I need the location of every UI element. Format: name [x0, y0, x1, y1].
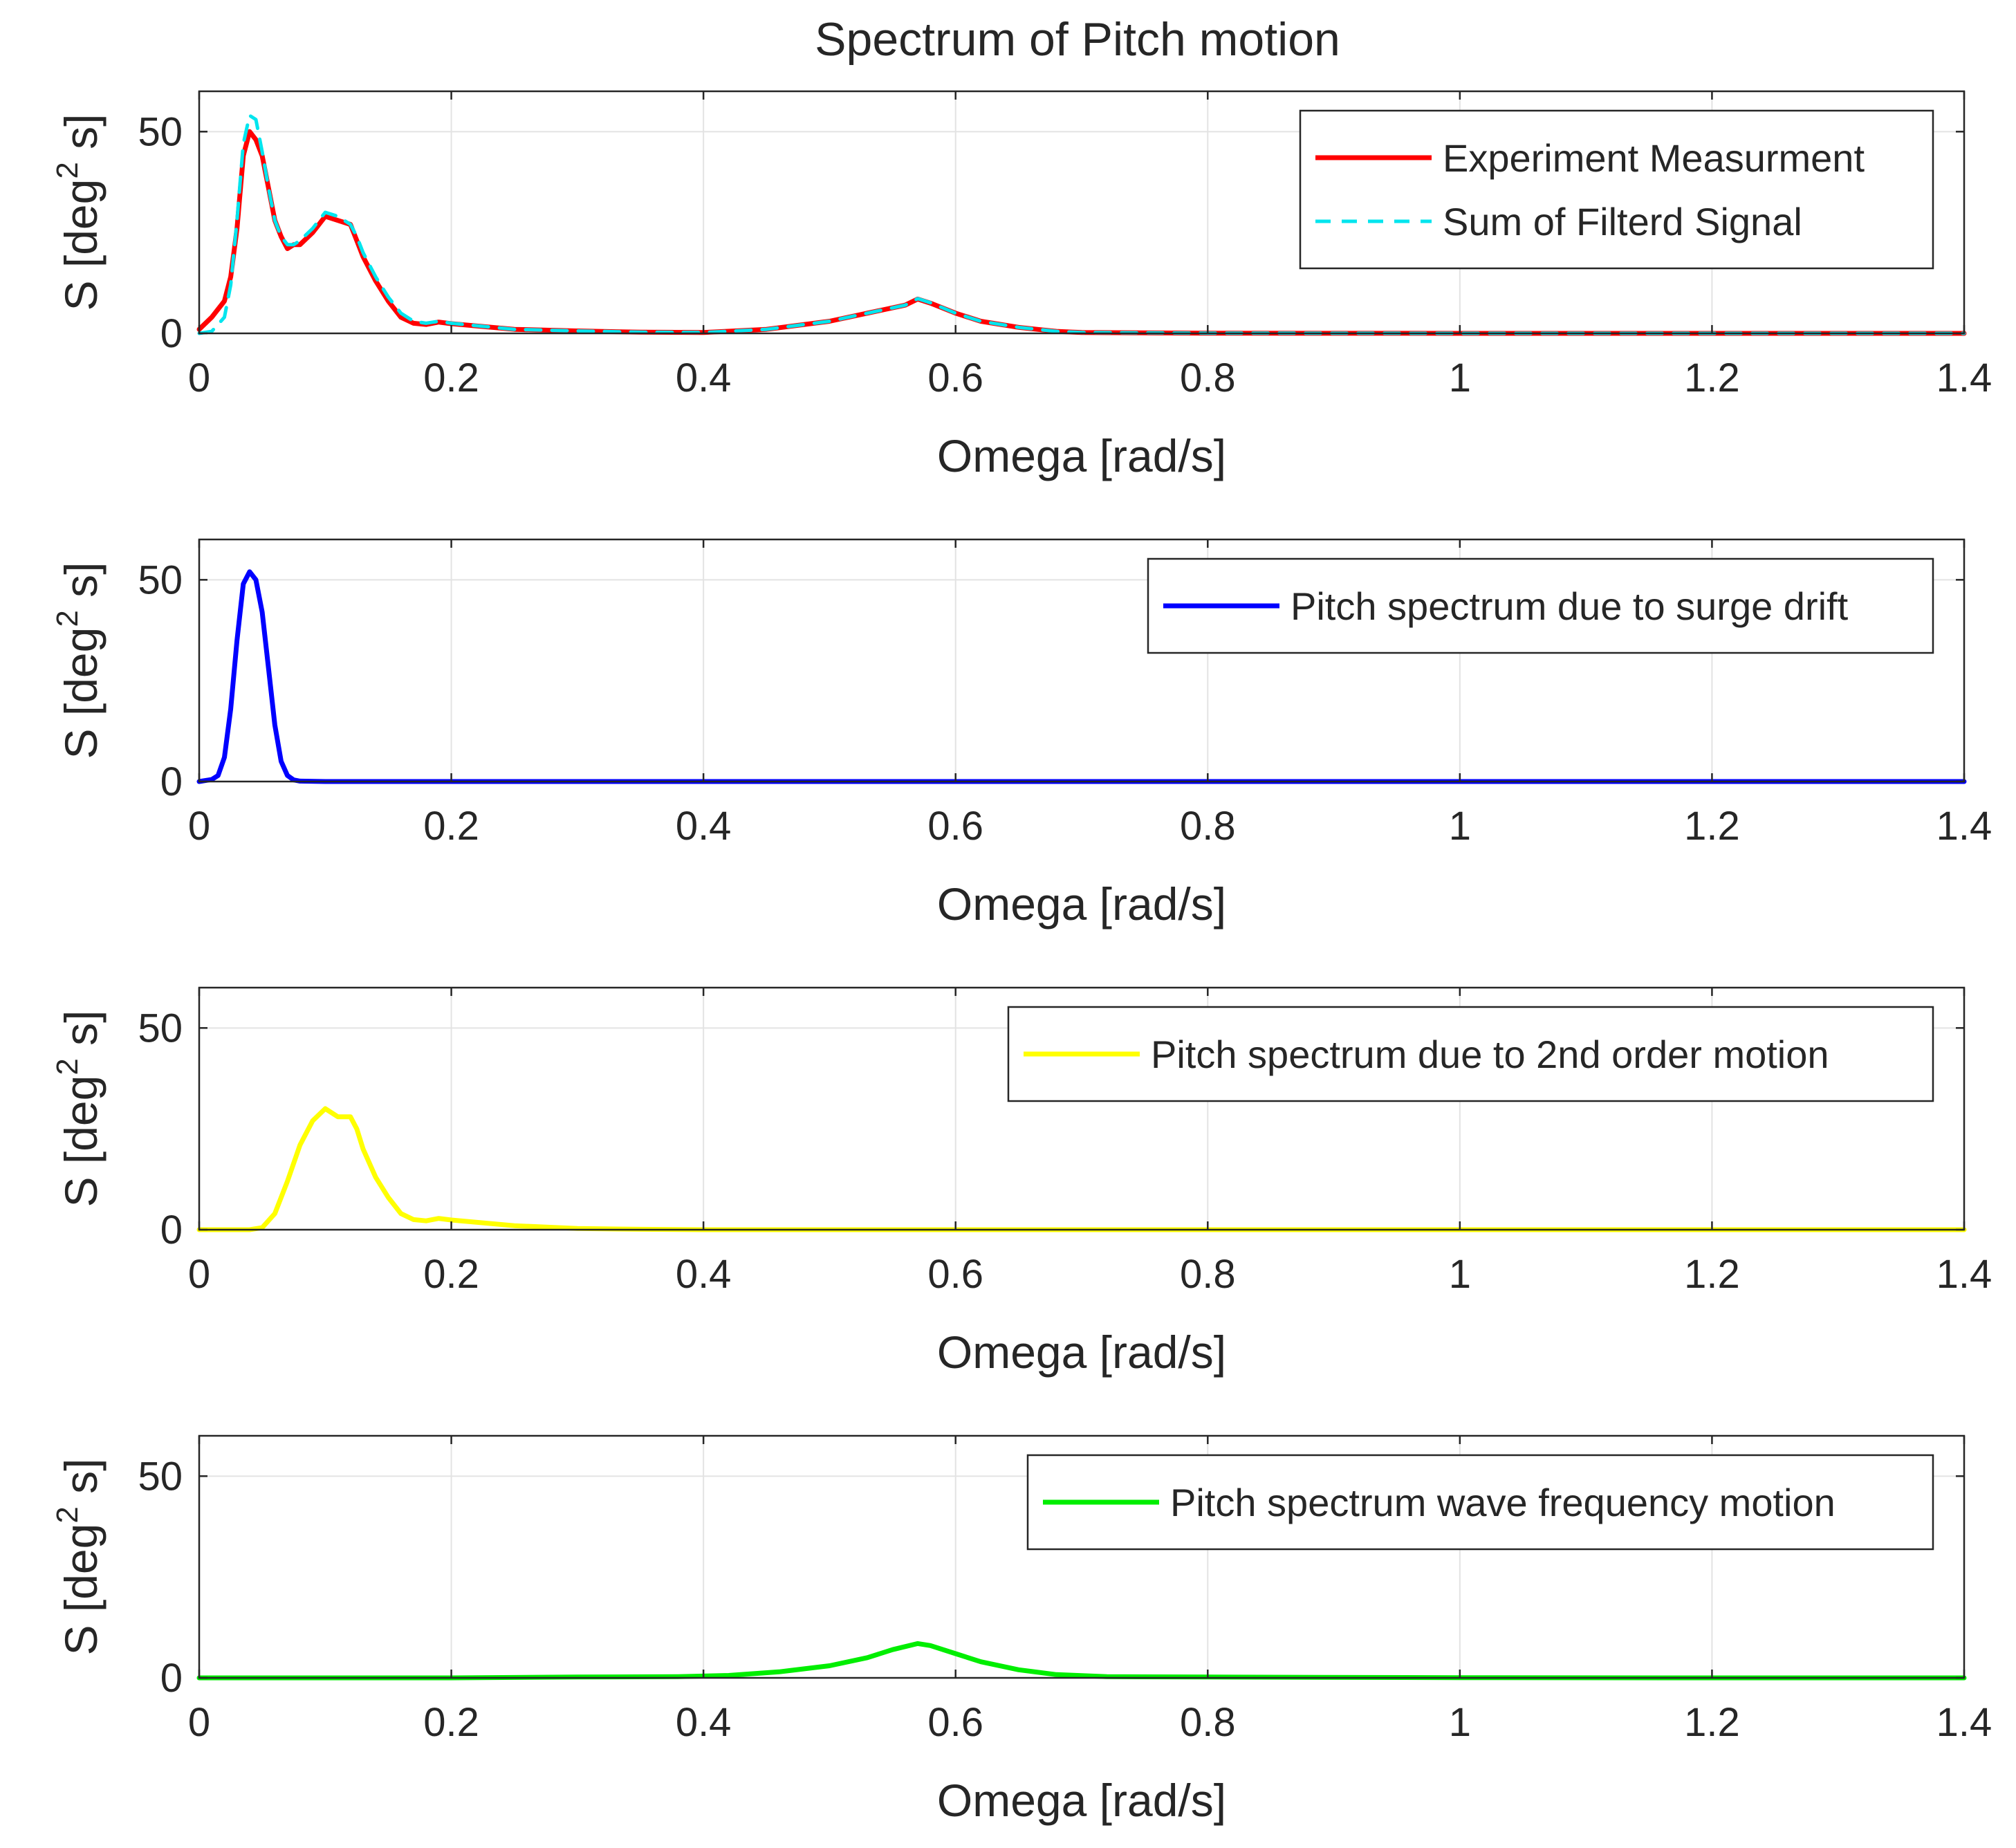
axes-box — [198, 538, 1966, 783]
x-tick-label: 1.2 — [1684, 1700, 1740, 1745]
subplot-3: 0 0.2 0.4 0.6 0.8 1 1.2 1.4 0 50 Omega [rad/s] S [d… — [50, 986, 1992, 1378]
axes-box — [198, 90, 1966, 335]
figure-title: Spectrum of Pitch motion — [815, 13, 1340, 66]
y-tick-label: 50 — [138, 1006, 183, 1051]
y-tick-label: 0 — [160, 1656, 183, 1701]
x-tick-label: 0.4 — [676, 804, 732, 849]
x-tick-label: 0.4 — [676, 355, 732, 400]
y-axis-label: S [deg2 s] — [50, 1010, 107, 1208]
y-tick-label: 0 — [160, 311, 183, 356]
y-axis-label: S [deg2 s] — [50, 562, 107, 759]
y-axis-label: S [deg2 s] — [50, 1459, 107, 1656]
legend-box — [1299, 109, 1934, 270]
subplot-4: 0 0.2 0.4 0.6 0.8 1 1.2 1.4 0 50 Omega [rad/s] S [d… — [50, 1434, 1992, 1826]
x-tick-label: 0.2 — [423, 804, 479, 849]
x-tick-label: 0.2 — [423, 1252, 479, 1297]
legend-entry-label: Pitch spectrum due to surge drift — [1291, 584, 1849, 628]
y-tick-label: 50 — [138, 1454, 183, 1499]
x-tick-label: 0 — [188, 804, 210, 849]
legend: Pitch spectrum due to 2nd order motion — [1007, 1006, 1934, 1102]
x-tick-label: 0.6 — [927, 804, 983, 849]
subplot-2: 0 0.2 0.4 0.6 0.8 1 1.2 1.4 0 50 Omega [rad/s] S [d… — [50, 538, 1992, 930]
x-tick-label: 1.2 — [1684, 1252, 1740, 1297]
x-tick-label: 0.4 — [676, 1700, 732, 1745]
y-tick-label: 0 — [160, 1208, 183, 1253]
x-tick-label: 0.6 — [927, 1700, 983, 1745]
x-axis-label: Omega [rad/s] — [937, 1775, 1226, 1826]
x-tick-label: 0.8 — [1180, 1252, 1236, 1297]
y-tick-label: 50 — [138, 109, 183, 154]
x-tick-label: 0.6 — [927, 355, 983, 400]
x-tick-label: 0.8 — [1180, 355, 1236, 400]
y-tick-label: 50 — [138, 557, 183, 602]
y-axis-label: S [deg2 s] — [50, 114, 107, 311]
x-tick-label: 1.4 — [1936, 1252, 1992, 1297]
x-tick-label: 1 — [1449, 1700, 1471, 1745]
subplots: 0 0.2 0.4 0.6 0.8 1 1.2 1.4 0 50 Omega [rad/s] S [d… — [50, 90, 1992, 1826]
x-tick-label: 1.4 — [1936, 804, 1992, 849]
legend: Pitch spectrum due to surge drift — [1147, 557, 1934, 654]
legend: Pitch spectrum wave frequency motion — [1026, 1454, 1934, 1551]
subplot-1: 0 0.2 0.4 0.6 0.8 1 1.2 1.4 0 50 Omega [rad/s] S [d… — [50, 90, 1992, 481]
x-tick-label: 0.6 — [927, 1252, 983, 1297]
legend-box — [1026, 1454, 1934, 1551]
x-tick-label: 1.4 — [1936, 1700, 1992, 1745]
series-line-1 — [196, 1641, 1967, 1681]
x-tick-label: 1.2 — [1684, 804, 1740, 849]
series-line-2 — [197, 113, 1966, 335]
x-tick-label: 0.4 — [676, 1252, 732, 1297]
x-tick-label: 1 — [1449, 355, 1471, 400]
legend-entry-label: Pitch spectrum due to 2nd order motion — [1151, 1033, 1829, 1076]
legend-entry-label: Pitch spectrum wave frequency motion — [1170, 1481, 1835, 1524]
axes-box — [198, 986, 1966, 1231]
y-tick-label: 0 — [160, 759, 183, 804]
x-tick-label: 0.8 — [1180, 804, 1236, 849]
legend: Experiment Measurment Sum of Filterd Sign… — [1299, 109, 1934, 270]
x-tick-label: 0.2 — [423, 1700, 479, 1745]
x-tick-label: 1 — [1449, 1252, 1471, 1297]
axes-box — [198, 1434, 1966, 1679]
legend-entry-label: Sum of Filterd Signal — [1443, 200, 1802, 243]
x-tick-label: 0.8 — [1180, 1700, 1236, 1745]
x-axis-label: Omega [rad/s] — [937, 878, 1226, 930]
x-axis-label: Omega [rad/s] — [937, 430, 1226, 481]
x-tick-label: 0 — [188, 1252, 210, 1297]
x-tick-label: 1.4 — [1936, 355, 1992, 400]
legend-entry-label: Experiment Measurment — [1443, 136, 1865, 180]
x-tick-label: 0 — [188, 1700, 210, 1745]
x-tick-label: 1 — [1449, 804, 1471, 849]
x-tick-label: 0 — [188, 355, 210, 400]
x-tick-label: 0.2 — [423, 355, 479, 400]
x-axis-label: Omega [rad/s] — [937, 1327, 1226, 1378]
x-tick-label: 1.2 — [1684, 355, 1740, 400]
legend-box — [1007, 1006, 1934, 1102]
